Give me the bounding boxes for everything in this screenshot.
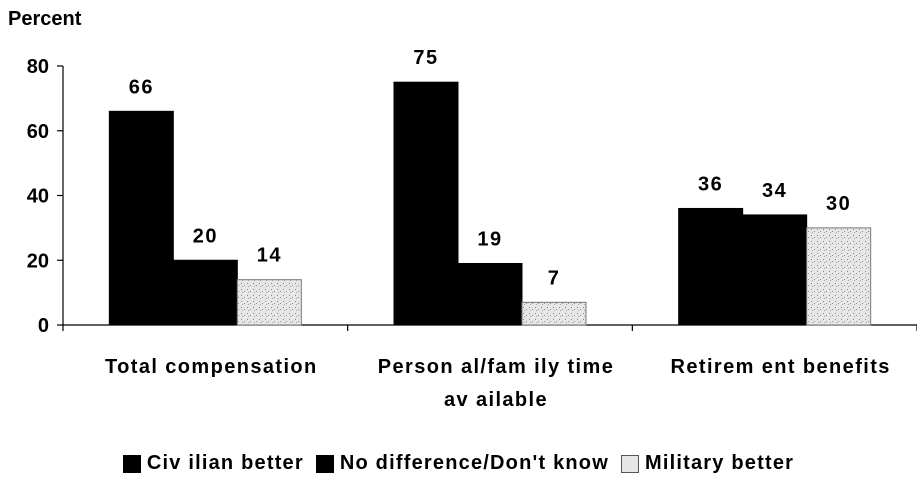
y-tick-label: 80 (27, 56, 49, 78)
data-label-civilian: 36 (698, 173, 723, 195)
y-tick-label: 60 (27, 121, 49, 143)
category-label: Person al/fam ily time (378, 356, 614, 378)
legend-label-no-difference: No difference/Don't know (339, 452, 609, 474)
bar-no-difference (742, 214, 808, 326)
y-tick-label: 20 (27, 250, 49, 272)
legend-swatch-civilian (122, 454, 141, 473)
data-label-military: 14 (257, 245, 282, 267)
data-labels-group: 66 20 14 75 19 7 36 34 30 (129, 47, 851, 289)
y-tick-label: 0 (38, 315, 49, 337)
legend-label-military: Military better (644, 452, 795, 474)
bar-military (236, 279, 302, 326)
y-tick-label: 40 (27, 186, 49, 208)
bar-civilian (678, 207, 744, 326)
bars-group (108, 81, 872, 326)
y-axis-label: Percent (8, 8, 82, 30)
legend-label-civilian: Civ ilian better (146, 452, 304, 474)
legend-item-civilian: Civ ilian better (122, 452, 304, 475)
data-label-no-difference: 19 (477, 228, 502, 250)
category-label: Total compensation (105, 356, 318, 378)
category-label: Retirem ent benefits (671, 356, 891, 378)
bar-civilian (108, 110, 174, 326)
bar-military (521, 301, 587, 326)
bar-no-difference (172, 259, 238, 326)
bar-military (806, 227, 872, 326)
legend-swatch-no-difference (315, 454, 334, 473)
legend: Civ ilian better No difference/Don't kno… (0, 452, 917, 475)
bar-chart: 0 20 40 60 80 66 20 14 75 19 7 36 34 30 Total compen… (27, 47, 917, 411)
data-label-no-difference: 34 (762, 180, 787, 202)
legend-item-military: Military better (620, 452, 795, 475)
bar-no-difference (457, 262, 523, 326)
legend-item-no-difference: No difference/Don't know (315, 452, 609, 475)
category-labels-group: Total compensation Person al/fam ily time… (105, 356, 891, 411)
bar-civilian (393, 81, 459, 326)
category-label: av ailable (444, 389, 548, 411)
data-label-military: 7 (548, 267, 561, 289)
data-label-no-difference: 20 (193, 225, 218, 247)
data-label-civilian: 75 (413, 47, 438, 69)
data-label-military: 30 (826, 193, 851, 215)
legend-swatch-military (620, 454, 639, 473)
data-label-civilian: 66 (129, 76, 154, 98)
